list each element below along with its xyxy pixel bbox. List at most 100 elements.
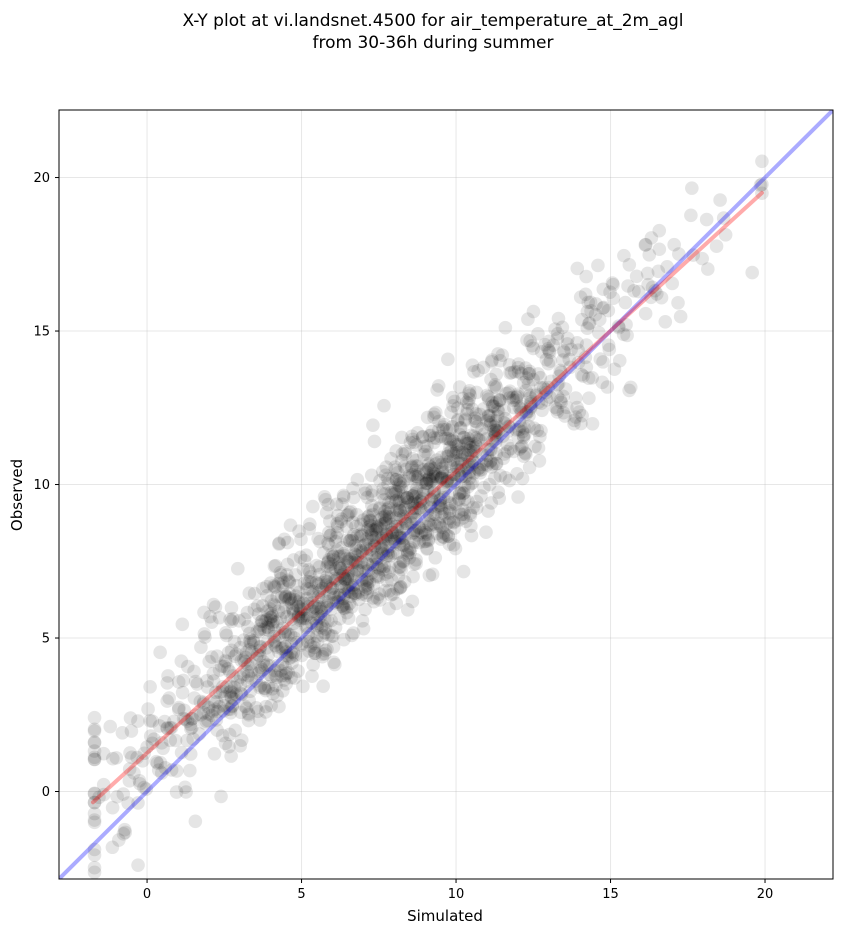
data-point: [247, 602, 262, 617]
data-point: [284, 596, 299, 610]
data-point: [464, 528, 479, 543]
data-point: [497, 403, 512, 418]
data-point: [588, 307, 603, 322]
data-point: [294, 604, 308, 618]
data-point: [251, 607, 266, 621]
data-point: [377, 492, 392, 507]
data-point: [156, 741, 170, 756]
data-point: [468, 411, 482, 426]
data-point: [500, 437, 514, 452]
data-point: [372, 562, 387, 576]
data-point: [472, 433, 487, 447]
data-point: [131, 714, 145, 728]
data-point: [311, 600, 326, 614]
data-point: [219, 680, 234, 694]
data-point: [480, 458, 494, 472]
data-point: [568, 410, 583, 424]
data-point: [227, 634, 242, 649]
data-point: [489, 395, 503, 410]
data-point: [410, 528, 425, 542]
data-point: [505, 390, 520, 405]
data-point: [333, 569, 347, 583]
data-point: [644, 290, 658, 305]
data-point: [363, 522, 378, 536]
data-point: [441, 352, 455, 367]
data-point: [389, 596, 404, 611]
data-point: [522, 388, 537, 402]
data-point: [330, 525, 345, 540]
data-point: [196, 695, 211, 710]
data-point: [234, 687, 249, 702]
data-point: [483, 455, 498, 469]
data-point: [226, 669, 240, 683]
data-point: [335, 599, 349, 613]
data-point: [420, 541, 435, 556]
data-point: [87, 865, 102, 879]
data-point: [168, 733, 183, 748]
data-point: [269, 640, 284, 654]
data-point: [376, 517, 391, 531]
data-point: [312, 560, 327, 574]
data-point: [427, 407, 441, 421]
data-point: [460, 448, 475, 463]
data-point: [434, 532, 448, 546]
data-point: [198, 630, 212, 644]
data-point: [644, 231, 659, 245]
data-point: [359, 547, 374, 561]
data-point: [299, 581, 314, 596]
data-point: [164, 763, 179, 777]
data-point: [464, 428, 478, 443]
data-point: [263, 610, 278, 625]
data-point: [276, 575, 291, 590]
data-point: [410, 472, 424, 487]
data-point: [251, 666, 266, 681]
data-point: [337, 587, 352, 602]
data-point: [369, 519, 384, 534]
data-point: [183, 717, 198, 732]
data-point: [234, 653, 249, 668]
data-point: [333, 561, 348, 576]
data-point: [109, 751, 124, 765]
data-point: [377, 398, 391, 413]
data-point: [378, 468, 393, 482]
data-point: [428, 467, 443, 481]
data-point: [414, 502, 428, 517]
data-point: [462, 443, 477, 457]
data-point: [502, 391, 517, 405]
data-point: [507, 365, 522, 379]
data-point: [219, 628, 234, 643]
data-point: [390, 529, 404, 543]
data-point: [491, 425, 505, 439]
data-point: [424, 500, 438, 515]
data-point: [366, 503, 381, 517]
data-point: [398, 521, 413, 536]
data-point: [273, 611, 288, 626]
data-point: [685, 181, 699, 195]
data-point: [346, 533, 360, 548]
data-point: [488, 378, 503, 392]
data-point: [302, 582, 317, 596]
data-point: [509, 390, 524, 405]
data-point: [382, 601, 396, 616]
data-point: [208, 600, 223, 614]
data-point: [184, 712, 199, 726]
data-point: [404, 483, 418, 498]
data-point: [350, 562, 365, 577]
data-point: [519, 447, 533, 461]
data-point: [320, 574, 334, 589]
data-point: [285, 649, 299, 664]
data-point: [315, 649, 330, 664]
data-point: [279, 568, 294, 582]
data-point: [410, 496, 425, 511]
data-point: [344, 532, 359, 546]
data-point: [359, 564, 374, 579]
data-point: [281, 592, 296, 607]
data-point: [562, 352, 577, 367]
data-point: [241, 713, 256, 728]
data-point: [218, 653, 233, 668]
data-point: [407, 435, 422, 449]
data-point: [87, 744, 102, 758]
data-point: [458, 412, 473, 426]
data-point: [444, 497, 459, 511]
data-point: [550, 378, 565, 392]
